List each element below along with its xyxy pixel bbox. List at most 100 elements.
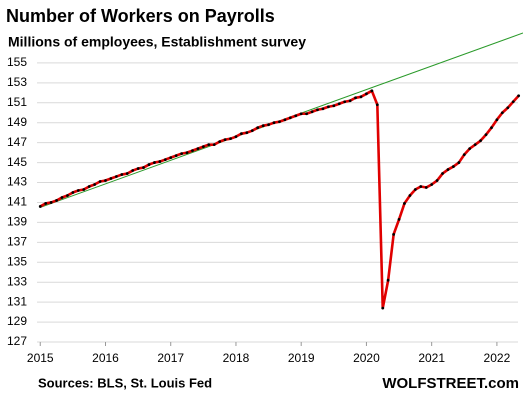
data-point [261, 124, 265, 128]
data-point [348, 99, 352, 103]
data-point [397, 217, 401, 221]
data-point [484, 133, 488, 137]
data-point [468, 147, 472, 151]
data-point [506, 106, 510, 110]
data-point [413, 188, 417, 191]
data-point [174, 154, 178, 158]
data-point [49, 201, 53, 204]
data-point [386, 278, 390, 282]
data-point [158, 160, 162, 163]
data-point [283, 118, 287, 122]
y-tick-label: 147 [7, 135, 27, 149]
data-point [332, 104, 336, 108]
data-point [288, 116, 292, 120]
data-point [218, 140, 222, 144]
x-tick-label: 2020 [353, 351, 380, 365]
data-point [495, 118, 499, 122]
x-tick-label: 2016 [92, 351, 119, 365]
data-point [44, 202, 48, 205]
data-point [82, 188, 86, 191]
data-point [169, 156, 173, 159]
data-point [490, 126, 493, 130]
data-point [424, 186, 428, 189]
source-note: Sources: BLS, St. Louis Fed [38, 375, 212, 390]
chart-subtitle: Millions of employees, Establishment sur… [8, 34, 306, 50]
data-point [354, 96, 357, 100]
data-point [370, 89, 374, 93]
data-point [55, 199, 58, 202]
data-point [229, 137, 232, 141]
data-point [479, 139, 482, 143]
data-point [142, 166, 145, 169]
data-point [299, 112, 303, 116]
data-point [392, 232, 396, 236]
data-point [278, 120, 281, 124]
data-point [310, 110, 314, 114]
data-point [223, 138, 227, 142]
data-point [441, 172, 444, 175]
data-point [316, 108, 319, 112]
y-tick-label: 135 [7, 254, 27, 268]
data-point [185, 151, 189, 155]
data-point [511, 100, 515, 104]
data-point [446, 168, 450, 171]
y-tick-label: 151 [7, 95, 27, 109]
data-point [381, 306, 385, 310]
data-point [359, 95, 363, 99]
x-tick-label: 2017 [157, 351, 184, 365]
data-point [321, 107, 325, 111]
data-point [120, 173, 124, 176]
data-point [87, 185, 91, 188]
data-point [234, 135, 238, 139]
data-point [60, 196, 64, 199]
y-tick-label: 137 [7, 234, 27, 248]
data-point [517, 94, 521, 98]
data-point [76, 189, 80, 192]
data-point [327, 105, 330, 109]
data-point [191, 149, 194, 153]
data-point [131, 169, 135, 172]
data-point [337, 102, 341, 106]
data-point [180, 152, 184, 156]
x-tick-label: 2022 [484, 351, 511, 365]
y-tick-label: 155 [7, 55, 27, 69]
data-point [430, 183, 434, 186]
data-point [500, 111, 504, 115]
data-point [98, 180, 102, 183]
y-tick-label: 139 [7, 215, 27, 229]
data-point [451, 165, 455, 168]
data-point [196, 147, 200, 151]
data-point [305, 112, 309, 116]
data-line [39, 89, 520, 310]
y-tick-label: 129 [7, 314, 27, 328]
data-point [201, 145, 205, 149]
x-tick-label: 2015 [27, 351, 54, 365]
data-point [245, 131, 249, 135]
y-tick-label: 149 [7, 115, 27, 129]
y-tick-label: 141 [7, 195, 27, 209]
data-point [462, 153, 466, 157]
data-point [38, 205, 42, 208]
y-tick-label: 133 [7, 274, 27, 288]
data-point [207, 143, 211, 147]
data-point [457, 161, 461, 164]
data-point [473, 143, 477, 147]
data-point [419, 185, 423, 188]
data-point [272, 121, 276, 125]
data-point [403, 202, 406, 205]
data-point [163, 158, 167, 161]
data-point [435, 179, 439, 182]
x-tick-label: 2019 [288, 351, 315, 365]
data-point [365, 92, 368, 96]
data-point [109, 177, 113, 180]
data-point [104, 179, 107, 182]
data-point [408, 194, 412, 197]
data-point [256, 126, 260, 130]
x-tick-label: 2018 [223, 351, 250, 365]
data-point [71, 191, 75, 194]
data-point [93, 183, 97, 186]
y-tick-label: 145 [7, 155, 27, 169]
y-tick-label: 127 [7, 334, 27, 348]
y-tick-label: 153 [7, 75, 27, 89]
